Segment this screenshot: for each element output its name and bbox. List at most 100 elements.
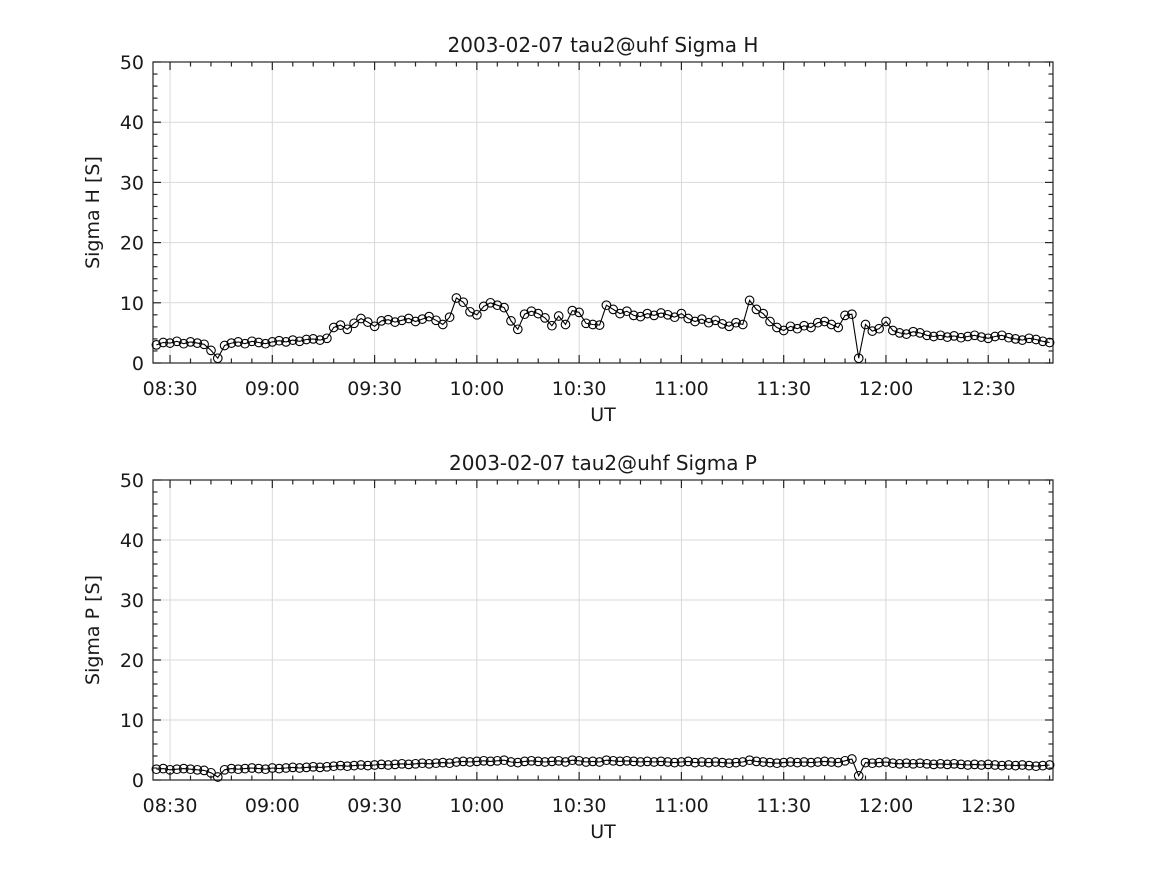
sigma-h-title: 2003-02-07 tau2@uhf Sigma H (448, 33, 759, 57)
data-point-marker (806, 757, 816, 768)
data-point-marker (778, 757, 789, 768)
data-point-marker (731, 317, 741, 328)
data-point-marker (601, 755, 612, 766)
y-tick-label: 0 (132, 353, 144, 375)
axes-box (152, 61, 1054, 364)
data-point-marker (151, 764, 162, 775)
data-point-marker (915, 758, 925, 769)
data-point-marker (362, 760, 373, 771)
data-point-marker (369, 760, 380, 770)
data-point-marker (260, 764, 271, 775)
data-point-marker (485, 756, 496, 767)
data-point-marker (492, 755, 503, 766)
data-point-marker (772, 322, 782, 333)
sigma-p-ylabel: Sigma P [S] (82, 575, 104, 685)
data-point-marker (519, 309, 530, 320)
data-point-marker (199, 339, 209, 350)
data-point-marker (703, 757, 714, 768)
data-point-marker (1010, 760, 1021, 771)
data-point-marker (765, 757, 775, 768)
data-point-marker (806, 322, 816, 333)
data-point-marker (662, 757, 673, 767)
data-point-marker (587, 756, 598, 767)
data-point-marker (935, 758, 946, 769)
data-point-marker (737, 319, 748, 330)
data-point-marker (799, 757, 809, 767)
data-point-marker (158, 763, 169, 774)
data-point-marker (812, 757, 823, 767)
data-point-marker (362, 317, 373, 327)
data-point-marker (342, 324, 353, 335)
data-point-marker (417, 758, 428, 769)
data-point-marker (881, 757, 891, 767)
data-point-marker (642, 308, 653, 319)
data-point-marker (581, 757, 591, 767)
data-point-marker (1031, 761, 1041, 772)
data-point-marker (437, 757, 448, 768)
data-point-marker (656, 308, 666, 318)
data-point-marker (547, 320, 557, 331)
data-point-marker (737, 757, 748, 767)
data-point-marker (274, 335, 284, 346)
data-point-marker (335, 320, 346, 330)
y-tick-label: 10 (120, 710, 144, 732)
data-point-marker (349, 318, 359, 329)
data-point-marker (615, 756, 625, 767)
data-point-marker (567, 755, 578, 766)
data-point-marker (826, 319, 837, 330)
data-point-marker (908, 326, 919, 337)
x-tick-label: 09:00 (245, 795, 300, 817)
data-point-marker (281, 337, 291, 347)
data-point-marker (758, 308, 769, 319)
y-tick-label: 20 (120, 233, 144, 255)
data-point-marker (383, 760, 394, 770)
data-point-marker (690, 757, 700, 768)
data-point-marker (212, 772, 223, 782)
data-point-marker (1003, 332, 1014, 343)
data-point-marker (887, 325, 898, 336)
data-point-marker (403, 313, 414, 324)
x-tick-label: 09:00 (245, 378, 300, 400)
data-point-marker (172, 764, 182, 775)
sigma-p-title: 2003-02-07 tau2@uhf Sigma P (449, 451, 757, 475)
y-tick-label: 50 (120, 470, 144, 492)
data-point-marker (990, 760, 1000, 770)
data-point-marker (560, 757, 571, 767)
x-tick-label: 11:00 (654, 795, 709, 817)
data-point-marker (574, 307, 584, 318)
data-point-marker (397, 758, 407, 769)
data-point-marker (1037, 336, 1048, 347)
x-tick-label: 12:30 (961, 795, 1016, 817)
data-point-marker (990, 331, 1000, 342)
data-point-marker (949, 331, 959, 341)
data-point-marker (403, 759, 414, 770)
data-point-marker (976, 760, 987, 770)
data-point-marker (997, 330, 1007, 341)
data-point-marker (240, 338, 250, 349)
data-point-marker (1003, 760, 1014, 770)
y-tick-label: 10 (120, 293, 144, 315)
data-point-marker (581, 318, 591, 329)
data-point-marker (226, 763, 237, 774)
y-tick-label: 0 (132, 770, 144, 792)
data-point-marker (506, 757, 516, 767)
data-point-marker (369, 321, 380, 332)
data-point-marker (942, 332, 953, 342)
data-point-marker (983, 759, 994, 770)
data-point-marker (328, 761, 339, 772)
data-point-marker (819, 756, 830, 767)
sigma-p-chart: 2003-02-07 tau2@uhf Sigma P Sigma P [S] … (82, 451, 1055, 843)
data-point-marker (908, 758, 919, 769)
data-point-marker (628, 310, 639, 321)
data-point-marker (472, 309, 482, 320)
data-point-marker (1024, 760, 1034, 771)
data-point-marker (478, 755, 489, 766)
data-point-marker (922, 758, 932, 769)
data-point-marker (1044, 337, 1055, 348)
y-tick-label: 50 (120, 52, 144, 74)
data-point-marker (458, 756, 469, 767)
data-point-marker (206, 767, 216, 778)
data-point-marker (1037, 760, 1048, 771)
data-point-marker (676, 757, 687, 767)
data-point-marker (294, 336, 305, 347)
